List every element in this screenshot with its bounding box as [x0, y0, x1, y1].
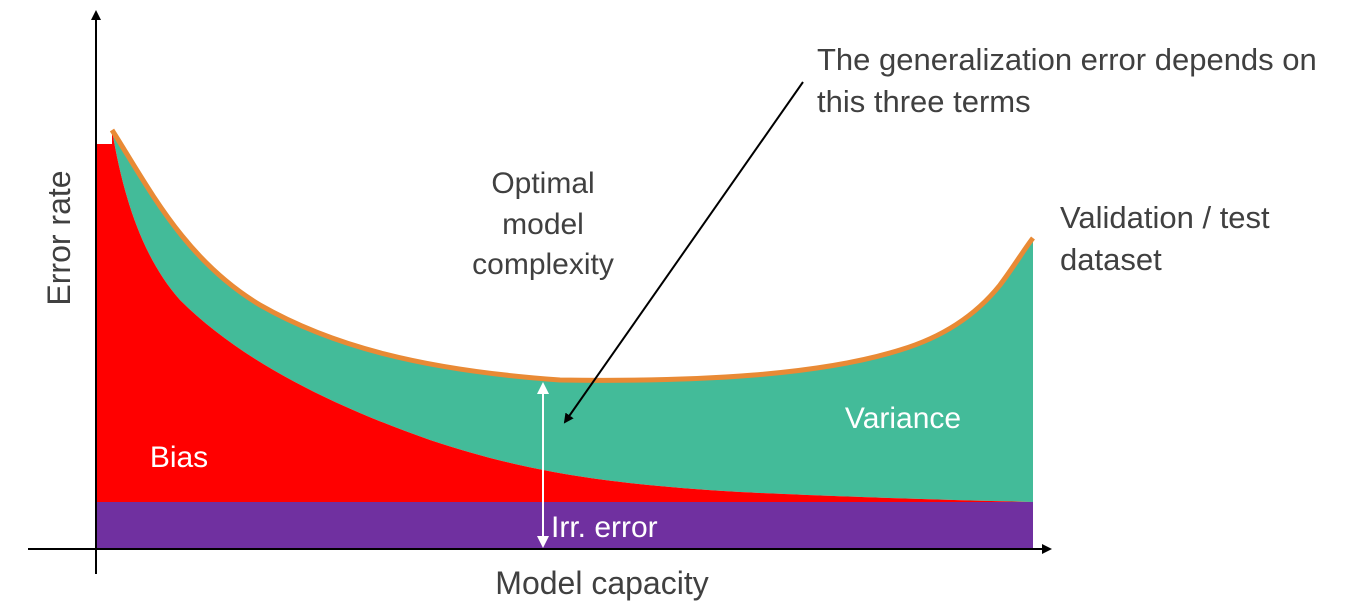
bias-region	[96, 130, 1033, 505]
bias-label: Bias	[150, 441, 208, 474]
validation-curve-label-line1: Validation / test	[1060, 200, 1270, 235]
y-axis-label: Error rate	[41, 170, 77, 305]
optimal-complexity-line1: Optimal	[491, 167, 594, 200]
variance-region	[112, 130, 1033, 502]
validation-curve	[109, 128, 1035, 383]
optimal-complexity-line2: model	[502, 208, 584, 241]
optimal-complexity-line3: complexity	[472, 248, 614, 281]
generalization-pointer-arrow	[563, 81, 804, 424]
generalization-note-line1: The generalization error depends on	[817, 42, 1317, 77]
variance-label: Variance	[845, 402, 961, 435]
generalization-note-line2: this three terms	[817, 84, 1031, 119]
irreducible-error-region	[96, 502, 1033, 548]
validation-curve-label-line2: dataset	[1060, 242, 1162, 277]
x-axis-label: Model capacity	[495, 565, 708, 601]
irreducible-error-label: Irr. error	[551, 511, 658, 544]
